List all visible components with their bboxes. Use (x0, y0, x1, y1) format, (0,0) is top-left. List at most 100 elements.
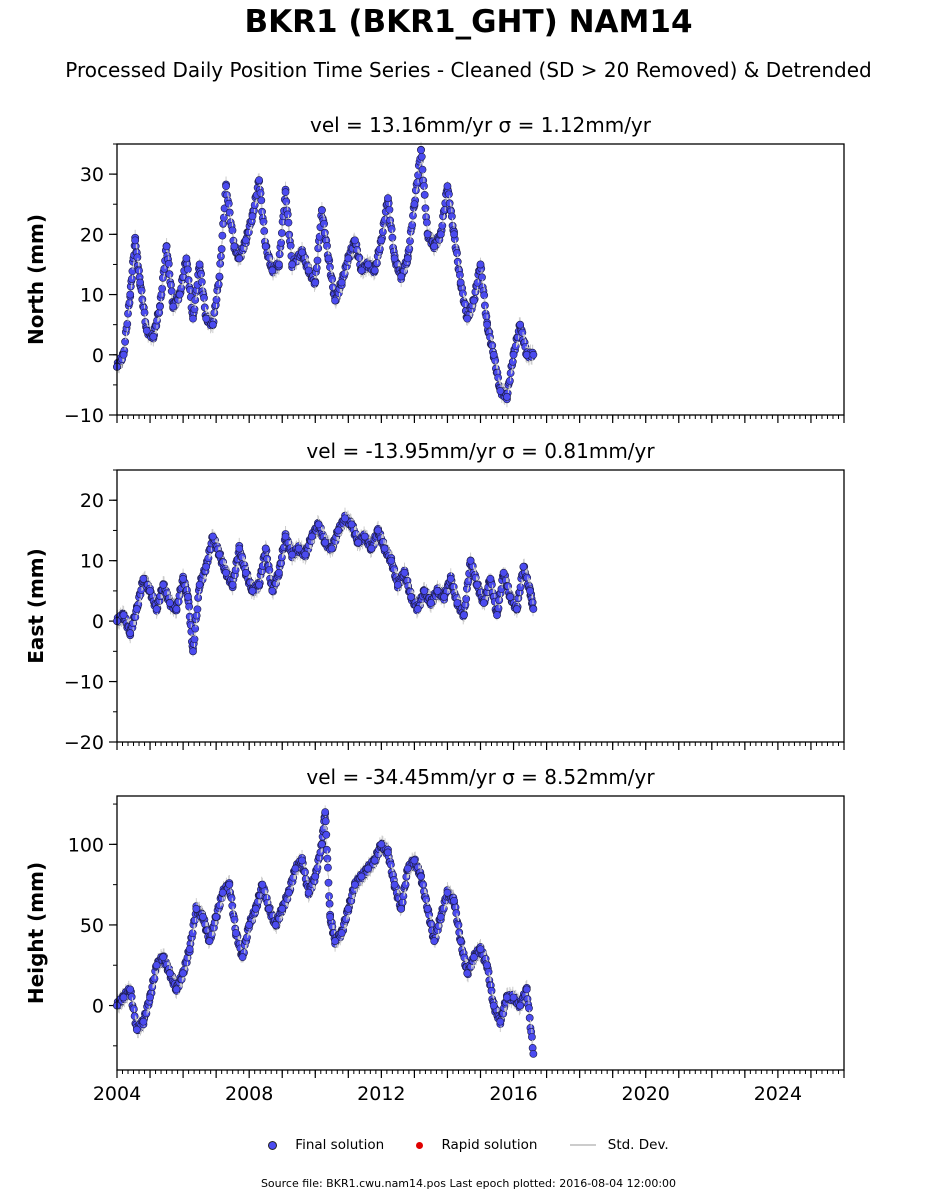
data-point (334, 526, 343, 535)
data-point (407, 593, 416, 601)
final-solution-point (378, 228, 387, 236)
data-point (360, 532, 369, 541)
data-point (469, 953, 478, 962)
data-point (321, 808, 330, 817)
data-point (215, 272, 224, 281)
data-point (516, 320, 525, 329)
final-solution-point (385, 205, 394, 214)
data-point (364, 260, 373, 269)
source-footer: Source file: BKR1.cwu.nam14.pos Last epo… (260, 1177, 677, 1190)
data-point (374, 526, 382, 535)
final-solution-point (325, 899, 334, 908)
data-point (489, 1001, 498, 1010)
data-point (152, 961, 161, 970)
final-solution-point (158, 273, 167, 282)
data-point (331, 296, 339, 305)
data-point (440, 593, 449, 601)
data-point (159, 580, 168, 589)
final-solution-point (525, 1014, 534, 1022)
final-solution-point (190, 635, 199, 644)
data-point (351, 236, 359, 245)
final-solution-point (224, 199, 233, 208)
data-point (390, 880, 399, 889)
final-solution-point (462, 595, 471, 603)
final-solution-point (137, 286, 146, 295)
final-solution-point (447, 212, 456, 221)
panel-title-0: vel = 13.16mm/yr σ = 1.12mm/yr (310, 113, 652, 137)
final-solution-marker-icon (268, 1140, 278, 1150)
final-solution-point (228, 901, 237, 910)
data-point (265, 904, 273, 913)
data-point (327, 544, 336, 553)
y-axis-label-2: Height (mm) (24, 862, 48, 1004)
final-solution-point (177, 284, 186, 293)
data-point (189, 314, 197, 323)
data-point (423, 230, 432, 239)
data-point (331, 937, 339, 945)
data-point (298, 856, 306, 865)
final-solution-point (140, 308, 149, 317)
final-solution-point (190, 305, 199, 314)
data-point (529, 1049, 538, 1058)
data-point (165, 969, 174, 978)
figure-title: BKR1 (BKR1_GHT) NAM14 (244, 4, 693, 40)
data-point (119, 611, 128, 619)
data-point (436, 230, 445, 239)
final-solution-point (277, 229, 286, 237)
final-solution-point (454, 920, 463, 929)
final-solution-point (313, 256, 322, 265)
data-point (271, 921, 280, 929)
data-point (288, 550, 297, 559)
data-point (430, 242, 439, 251)
data-point (245, 921, 254, 929)
final-solution-point (516, 583, 525, 592)
legend-rapid: Rapid solution (416, 1137, 537, 1153)
data-point (387, 556, 396, 565)
final-solution-point (130, 1012, 139, 1021)
final-solution-point (200, 294, 208, 302)
data-point (397, 272, 406, 281)
data-point (225, 880, 234, 889)
final-solution-point (464, 577, 473, 586)
final-solution-point (258, 207, 266, 216)
data-point (430, 937, 439, 945)
data-point (357, 266, 366, 275)
final-solution-point (387, 225, 396, 234)
final-solution-point (320, 219, 328, 228)
data-point (337, 278, 346, 287)
data-point (275, 568, 283, 577)
final-solution-point (525, 1004, 533, 1013)
data-point (450, 896, 458, 905)
final-solution-point (417, 152, 426, 161)
final-solution-point (473, 278, 482, 287)
data-point (466, 556, 475, 565)
data-point (251, 904, 260, 913)
y-tick-label: 0 (92, 611, 104, 633)
y-tick-label: 0 (92, 345, 104, 367)
final-solution-point (312, 264, 321, 272)
final-solution-point (285, 230, 294, 239)
final-solution-point (286, 241, 295, 250)
data-point (390, 254, 399, 263)
data-point (261, 242, 270, 251)
data-point (433, 586, 442, 595)
final-solution-point (231, 566, 240, 575)
final-solution-point (164, 259, 173, 268)
data-point (304, 266, 313, 275)
data-point (169, 302, 178, 311)
data-point (159, 953, 168, 962)
y-tick-label: 100 (68, 834, 104, 856)
data-point (476, 945, 485, 954)
final-solution-point (260, 227, 269, 235)
data-point (526, 586, 534, 595)
data-point (172, 605, 181, 613)
data-point (184, 593, 192, 601)
final-solution-point (135, 266, 143, 275)
data-point (512, 605, 521, 613)
data-point (370, 856, 379, 865)
final-solution-point (480, 291, 489, 300)
final-solution-point (495, 596, 504, 605)
data-point (473, 580, 482, 589)
data-point (192, 904, 201, 913)
final-solution-point (185, 602, 194, 611)
